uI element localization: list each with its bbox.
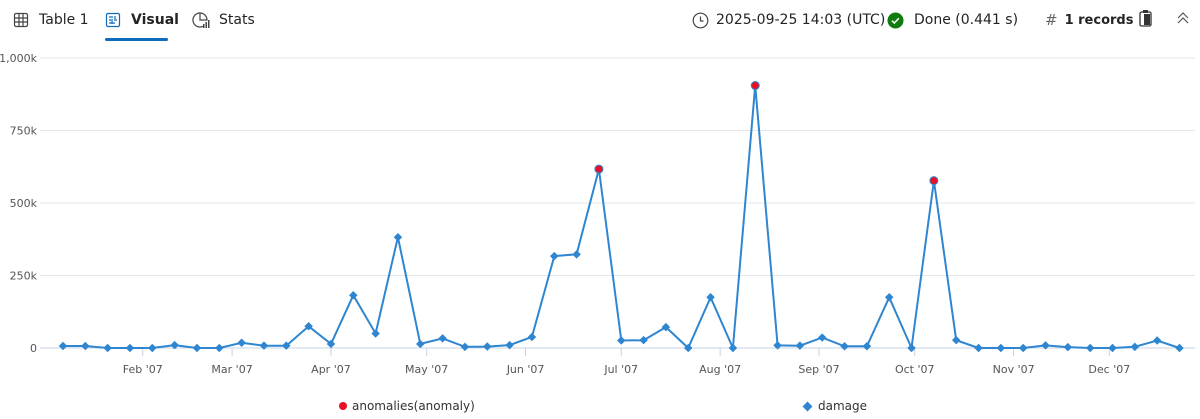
damage-point[interactable]	[393, 232, 403, 242]
x-tick-label: Sep '07	[798, 363, 839, 376]
timestamp-text: 2025-09-25 14:03 (UTC)	[716, 12, 886, 28]
legend-item-damage[interactable]: damage	[802, 399, 868, 413]
anomaly-point[interactable]	[750, 81, 760, 91]
damage-point[interactable]	[1108, 343, 1117, 353]
damage-point[interactable]	[1018, 343, 1028, 353]
query-status: Done (0.441 s)	[887, 8, 1018, 32]
damage-point[interactable]	[884, 293, 894, 302]
x-tick-label: Mar '07	[211, 363, 252, 376]
x-tick-label: Feb '07	[123, 363, 163, 376]
chevron-double-up-icon	[1176, 11, 1190, 29]
copy-button[interactable]	[1138, 8, 1154, 32]
visual-icon	[104, 11, 122, 29]
damage-point[interactable]	[304, 322, 313, 331]
active-tab-indicator	[105, 38, 168, 41]
tab-visual[interactable]: Visual	[104, 8, 179, 32]
y-tick-label: 1,000k	[0, 52, 38, 65]
damage-point[interactable]	[1063, 342, 1073, 352]
x-tick-label: Dec '07	[1088, 363, 1130, 376]
damage-point[interactable]	[728, 343, 738, 353]
damage-point[interactable]	[103, 343, 112, 353]
x-tick-label: Apr '07	[311, 363, 351, 376]
damage-point[interactable]	[550, 251, 559, 261]
query-timestamp: 2025-09-25 14:03 (UTC)	[692, 8, 885, 32]
red-circle-icon	[339, 402, 347, 410]
table-icon	[12, 11, 30, 29]
damage-point[interactable]	[795, 341, 805, 350]
y-tick-label: 0	[30, 342, 37, 355]
legend-label: anomalies(anomaly)	[352, 399, 475, 413]
x-tick-label: Jul '07	[603, 363, 638, 376]
records-count: # 1 records	[1045, 8, 1133, 32]
damage-point[interactable]	[81, 341, 90, 351]
tab-label: Table 1	[39, 12, 89, 28]
status-text: Done (0.441 s)	[914, 12, 1019, 28]
damage-series-line	[63, 85, 1180, 352]
damage-point[interactable]	[259, 341, 269, 350]
clipboard-icon	[1138, 9, 1154, 31]
y-tick-label: 750k	[10, 125, 38, 138]
tab-table-1[interactable]: Table 1	[12, 8, 89, 32]
damage-point[interactable]	[483, 342, 492, 351]
anomaly-point[interactable]	[929, 176, 939, 186]
damage-point[interactable]	[1152, 336, 1162, 345]
damage-point[interactable]	[349, 290, 358, 300]
damage-point[interactable]	[170, 340, 179, 350]
x-tick-label: Oct '07	[895, 363, 935, 376]
damage-point[interactable]	[527, 332, 537, 342]
damage-point[interactable]	[1130, 342, 1140, 352]
damage-point[interactable]	[706, 293, 715, 302]
damage-point[interactable]	[192, 343, 202, 353]
blue-diamond-icon	[802, 401, 813, 411]
tab-stats[interactable]: Stats	[192, 8, 255, 32]
damage-point[interactable]	[460, 342, 470, 352]
damage-point[interactable]	[282, 341, 291, 350]
tab-label: Stats	[219, 12, 255, 28]
tab-label: Visual	[131, 12, 179, 28]
hash-icon: #	[1045, 11, 1058, 29]
damage-point[interactable]	[148, 343, 157, 353]
damage-point[interactable]	[974, 343, 983, 353]
damage-point[interactable]	[907, 343, 916, 353]
damage-point[interactable]	[773, 341, 782, 350]
x-tick-label: May '07	[405, 363, 448, 376]
x-tick-label: Aug '07	[699, 363, 741, 376]
x-tick-label: Jun '07	[506, 363, 545, 376]
damage-point[interactable]	[438, 334, 447, 343]
damage-point[interactable]	[215, 343, 224, 353]
records-text: 1 records	[1064, 12, 1134, 28]
damage-point[interactable]	[58, 341, 68, 351]
stats-icon	[192, 11, 210, 29]
damage-point[interactable]	[639, 335, 648, 345]
damage-point[interactable]	[1175, 343, 1184, 353]
clock-icon	[692, 12, 709, 29]
anomaly-point[interactable]	[594, 164, 604, 174]
damage-point[interactable]	[572, 250, 581, 259]
legend-label: damage	[818, 399, 868, 413]
damage-point[interactable]	[1085, 343, 1095, 353]
y-tick-label: 250k	[10, 270, 38, 283]
success-check-icon	[887, 12, 904, 29]
damage-point[interactable]	[416, 339, 425, 349]
damage-point[interactable]	[1041, 341, 1050, 350]
damage-point[interactable]	[683, 343, 693, 353]
damage-point[interactable]	[617, 336, 626, 345]
damage-point[interactable]	[996, 343, 1006, 353]
damage-point[interactable]	[817, 333, 827, 342]
damage-point[interactable]	[840, 342, 849, 351]
damage-point[interactable]	[237, 338, 246, 348]
legend-item-anomalies[interactable]: anomalies(anomaly)	[339, 399, 475, 413]
x-tick-label: Nov '07	[993, 363, 1035, 376]
results-toolbar: Table 1 Visual Stats 2025-09-25 14:03 (U…	[0, 0, 1200, 42]
damage-point[interactable]	[951, 335, 961, 345]
line-chart: 0 250k 500k 750k 1,000k Feb '07 Mar '07 Apr '0…	[0, 52, 1195, 376]
damage-point[interactable]	[371, 329, 380, 338]
damage-point[interactable]	[326, 339, 336, 349]
damage-point[interactable]	[505, 340, 514, 350]
damage-point[interactable]	[661, 322, 671, 332]
y-tick-label: 500k	[10, 197, 38, 210]
damage-point[interactable]	[125, 343, 135, 353]
damage-point[interactable]	[862, 342, 872, 351]
collapse-button[interactable]	[1176, 8, 1190, 32]
